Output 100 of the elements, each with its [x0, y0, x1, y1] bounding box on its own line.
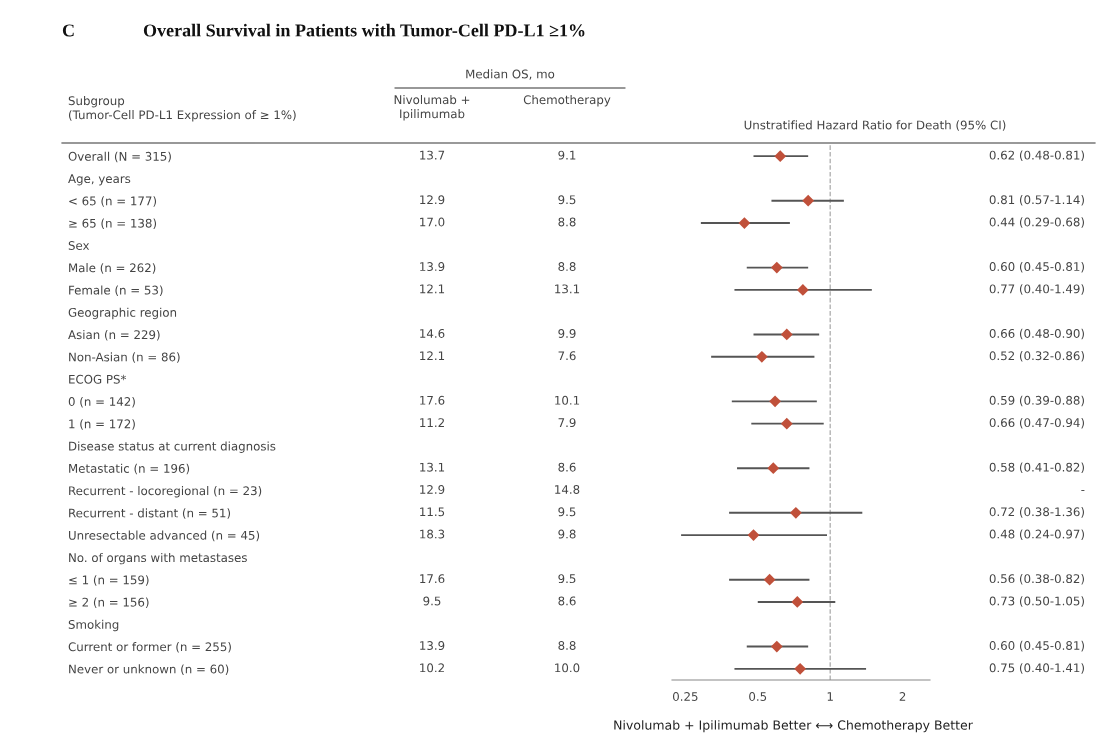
data-label: 0.56 (0.38-0.82) [989, 573, 1084, 585]
category-label: Current or former (n = 255) [68, 642, 231, 653]
data-label: 9.5 [558, 507, 576, 517]
data-label: 13.1 [420, 462, 445, 472]
point [791, 596, 804, 608]
data-label: 14.6 [420, 328, 445, 338]
point [802, 194, 815, 207]
data-label: 9.1 [558, 150, 576, 160]
data-label: 17.6 [420, 574, 445, 584]
text: Median OS, mo [466, 69, 555, 80]
data-label: 9.5 [423, 596, 441, 606]
category-label: Geographic region [68, 307, 177, 320]
category-label: Asian (n = 229) [68, 329, 160, 341]
point [767, 462, 780, 475]
category-label: 1 (n = 172) [69, 419, 135, 430]
category-label: Recurrent - distant (n = 51) [69, 508, 231, 519]
category-label: Disease status at current diagnosis [69, 441, 276, 453]
category-label: Smoking [68, 619, 119, 632]
point [770, 261, 783, 274]
category-label: Recurrent - locoregional (n = 23) [69, 486, 262, 498]
data-label: 0.60 (0.45-0.81) [989, 261, 1084, 273]
category-label: Metastatic (n = 196) [69, 463, 190, 475]
data-label: 8.6 [558, 462, 576, 472]
data-label: 12.1 [420, 284, 445, 294]
data-label: 7.9 [558, 418, 576, 428]
category-label: Non-Asian (n = 86) [69, 352, 180, 363]
data-label: 9.5 [558, 574, 576, 584]
point [794, 662, 807, 675]
data-label: 8.8 [558, 262, 576, 272]
category-label: 0 (n = 142) [68, 396, 135, 408]
data-label: 13.7 [420, 150, 445, 160]
data-label: 11.2 [420, 418, 444, 427]
category-label: ≥ 2 (n = 156) [69, 597, 149, 609]
data-label: 17.6 [420, 395, 445, 405]
text: Subgroup (Tumor-Cell PD-L1 Expression of ≥ 1%) [68, 96, 296, 122]
x-tick-label: 1 [827, 692, 833, 701]
data-label: 7.6 [558, 351, 576, 361]
data-label: 0.66 (0.48-0.90) [989, 328, 1084, 340]
data-label: 0.75 (0.40-1.41) [989, 663, 1084, 674]
data-label: 17.0 [420, 217, 445, 227]
point [796, 284, 809, 296]
data-label: 14.8 [555, 485, 580, 494]
text: C [62, 24, 74, 37]
point [780, 328, 793, 341]
data-label: 0.48 (0.24-0.97) [989, 529, 1084, 540]
data-label: 0.72 (0.38-1.36) [989, 507, 1084, 518]
x-axis-title: Nivolumab + Ipilimumab Better ⟷ Chemotherapy Better [614, 720, 973, 733]
point [770, 640, 783, 653]
text: Overall Survival in Patients with Tumor-Cell PD-L1 ≥1% [143, 23, 585, 37]
point [774, 150, 787, 163]
data-label: 9.8 [558, 529, 576, 539]
data-label: 0.59 (0.39-0.88) [989, 395, 1084, 407]
data-label: 9.5 [558, 195, 576, 205]
category-label: Female (n = 53) [69, 285, 163, 296]
data-label: 18.3 [420, 529, 445, 539]
data-label: 0.44 (0.29-0.68) [989, 217, 1084, 228]
data-label: 9.9 [558, 328, 576, 338]
x-tick-label: 0.25 [672, 692, 698, 701]
text: Nivolumab + Ipilimumab [394, 95, 470, 121]
data-label: 13.1 [555, 284, 580, 294]
data-label: 11.5 [420, 507, 445, 517]
data-label: 0.52 (0.32-0.86) [989, 351, 1084, 362]
category-label: < 65 (n = 177) [69, 196, 157, 207]
data-label: 0.58 (0.41-0.82) [989, 462, 1084, 474]
x-tick-label: 0.5 [749, 692, 767, 701]
data-label: 0.62 (0.48-0.81) [989, 150, 1084, 161]
text: Chemotherapy [523, 95, 611, 107]
category-label: No. of organs with metastases [69, 552, 247, 565]
data-label: 13.9 [420, 641, 445, 650]
text: - [1081, 490, 1085, 492]
data-label: 0.81 (0.57-1.14) [989, 195, 1084, 206]
category-label: ≤ 1 (n = 159) [69, 575, 149, 586]
point [769, 395, 781, 408]
data-label: 12.9 [420, 195, 445, 205]
category-label: Age, years [68, 174, 131, 186]
x-tick-label: 2 [899, 692, 906, 701]
point [780, 417, 793, 430]
category-label: Overall (N = 315) [68, 151, 171, 163]
data-label: 8.8 [558, 217, 576, 227]
category-label: Sex [68, 241, 90, 250]
category-label: Male (n = 262) [69, 263, 156, 274]
data-label: 10.2 [420, 663, 444, 673]
data-label: 0.77 (0.40-1.49) [989, 284, 1084, 295]
data-label: 12.1 [420, 351, 445, 361]
data-label: 13.9 [420, 262, 445, 272]
data-label: 12.9 [420, 485, 445, 494]
category-label: Never or unknown (n = 60) [69, 664, 229, 675]
data-label: 0.60 (0.45-0.81) [989, 640, 1084, 652]
data-label: 10.0 [555, 663, 580, 673]
point [789, 506, 802, 519]
category-label: ≥ 65 (n = 138) [69, 218, 157, 230]
text: Unstratified Hazard Ratio for Death (95% CI) [744, 120, 1006, 131]
data-label: 8.8 [558, 641, 576, 650]
data-label: 8.6 [558, 596, 576, 606]
data-label: 0.66 (0.47-0.94) [989, 417, 1084, 429]
data-label: 0.73 (0.50-1.05) [989, 596, 1084, 607]
category-label: ECOG PS* [69, 374, 127, 384]
data-label: 10.1 [555, 395, 580, 405]
category-label: Unresectable advanced (n = 45) [69, 530, 260, 542]
point [763, 573, 776, 586]
